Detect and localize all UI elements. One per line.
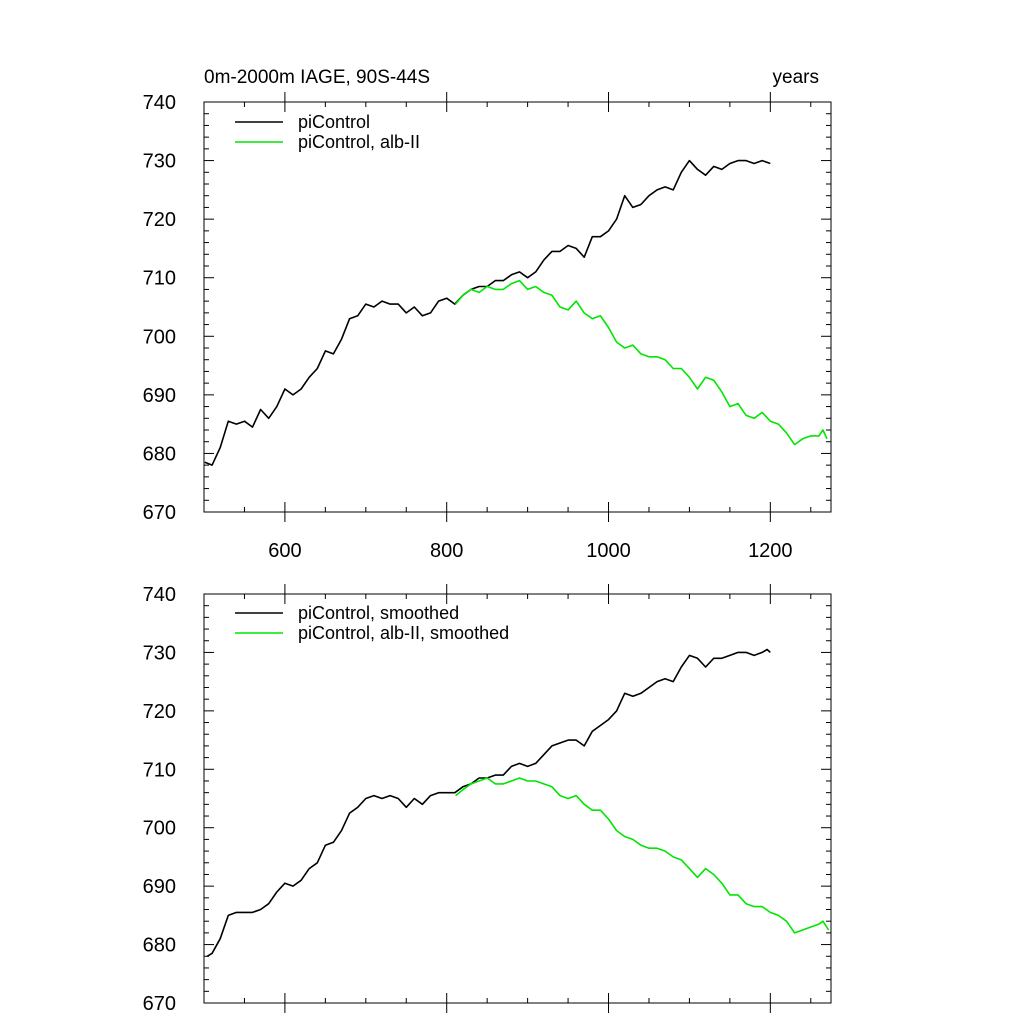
y-tick-label: 680 xyxy=(143,443,176,465)
x-tick-label: 800 xyxy=(430,540,463,562)
y-tick-label: 710 xyxy=(143,759,176,781)
y-tick-label: 700 xyxy=(143,818,176,840)
top-panel-title: 0m-2000m IAGE, 90S-44S xyxy=(204,67,430,88)
y-tick-label: 690 xyxy=(143,876,176,898)
top-legend: piControl piControl, alb-II xyxy=(235,112,420,152)
x-tick-label: 1000 xyxy=(586,540,631,562)
bottom-panel: 670 680 690 700 710 720 730 740 piControl, smoo… xyxy=(143,584,832,1015)
y-tick-label: 720 xyxy=(143,209,176,231)
y-tick-label: 730 xyxy=(143,151,176,173)
y-tick-label: 670 xyxy=(143,993,176,1015)
y-tick-label: 740 xyxy=(143,92,176,114)
series-line-picontrol xyxy=(206,648,771,957)
legend-label-alb-ii: piControl, alb-II xyxy=(298,132,420,152)
legend-label-alb-ii-smoothed: piControl, alb-II, smoothed xyxy=(298,623,509,643)
top-panel-units: years xyxy=(773,67,819,88)
top-panel: 0m-2000m IAGE, 90S-44S years 670 680 690 70… xyxy=(143,67,832,562)
x-tick-label: 1200 xyxy=(748,540,793,562)
series-line-alb-ii xyxy=(455,777,830,934)
y-tick-label: 740 xyxy=(143,584,176,606)
plot-frame xyxy=(203,593,832,1004)
series-line-alb-ii xyxy=(454,279,828,446)
y-tick-label: 730 xyxy=(143,642,176,664)
y-tick-label: 720 xyxy=(143,701,176,723)
y-tick-label: 690 xyxy=(143,385,176,407)
legend-label-picontrol: piControl xyxy=(298,112,370,132)
y-tick-label: 670 xyxy=(143,502,176,524)
legend-label-picontrol-smoothed: piControl, smoothed xyxy=(298,603,459,623)
plot-frame xyxy=(203,101,832,513)
y-tick-label: 680 xyxy=(143,935,176,957)
x-tick-label: 600 xyxy=(268,540,301,562)
bottom-legend: piControl, smoothed piControl, alb-II, s… xyxy=(235,603,509,643)
y-tick-label: 700 xyxy=(143,326,176,348)
top-plot-area: 670 680 690 700 710 720 730 740 600 800 1000 1200 xyxy=(143,92,832,562)
bottom-plot-area: 670 680 690 700 710 720 730 740 xyxy=(143,584,832,1015)
y-tick-label: 710 xyxy=(143,268,176,290)
